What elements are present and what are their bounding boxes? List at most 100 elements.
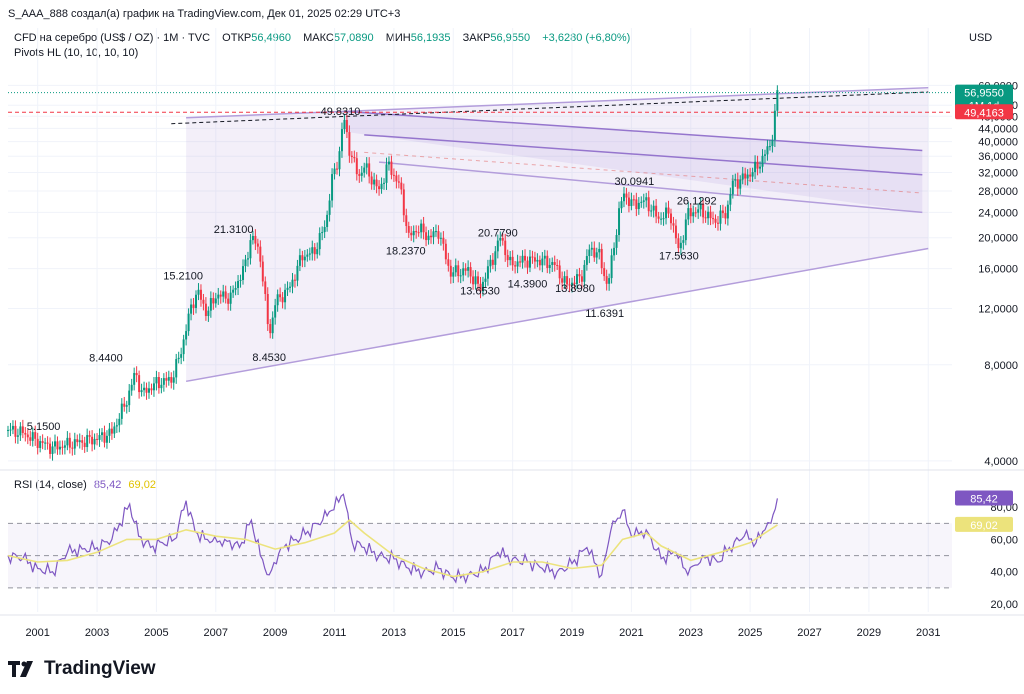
candle-body [375,179,378,187]
time-axis-tick: 2005 [144,627,168,639]
candle-body [108,428,111,436]
price-axis-tick: 36,0000 [978,151,1018,163]
candle-body [360,172,363,176]
candle-body [486,266,489,279]
candle-body [481,281,484,292]
candle-body [150,388,153,391]
candle-body [704,217,707,219]
candle-body [561,278,564,283]
candle-body [494,251,497,265]
pivot-label: 13.6530 [460,286,500,298]
candle-body [627,197,630,207]
candle-body [98,435,101,440]
candle-body [44,442,47,444]
candle-body [224,291,227,299]
candle-body [430,235,433,238]
rsi-legend-value: 85,42 [93,479,122,491]
candle-body [16,435,19,437]
pivot-label: 21.3100 [214,224,254,236]
candle-body [484,278,487,282]
candle-body [39,441,42,448]
candle-body [712,218,715,220]
candle-body [734,179,737,181]
price-axis-tick: 16,0000 [978,264,1018,276]
candle-body [415,230,418,233]
candle-body [81,440,84,443]
rsi-legend[interactable]: RSI (14, close) 85,42 69,02 [14,479,156,491]
candle-body [603,268,606,277]
candle-body [308,253,311,255]
candle-body [761,155,764,167]
candle-body [422,223,425,233]
rsi-axis-tick: 60,00 [990,534,1018,546]
symbol-title[interactable]: CFD на серебро (US$ / OZ) · 1M · TVC [14,32,211,44]
rsi-axis-tick: 20,00 [990,599,1018,611]
pivot-label: 11.6391 [585,308,624,320]
candle-body [321,232,324,234]
candle-body [296,265,299,281]
candle-body [665,207,668,219]
candle-body [640,201,643,203]
candle-body [177,357,180,360]
time-axis-tick: 2001 [25,627,49,639]
candle-body [313,247,316,255]
candle-body [130,384,133,391]
candle-body [536,259,539,262]
rsi-value-tag-bg [955,490,1013,506]
time-axis-tick: 2023 [679,627,703,639]
currency-label[interactable]: USD [969,32,993,44]
candle-body [133,372,136,385]
candle-body [716,222,719,224]
candle-body [323,226,326,233]
candle-body [110,428,113,434]
candle-body [771,139,774,147]
candle-body [148,388,151,393]
candle-body [222,291,225,297]
candle-body [756,161,759,169]
candle-body [31,432,34,441]
candle-body [286,287,289,290]
open-value: 56,4960 [251,32,291,44]
price-axis: 60,000052,000048,000044,000040,000036,00… [978,80,1018,468]
indicator-legend[interactable]: Pivots HL (10, 10, 10, 10) [14,47,139,59]
rsi-pane [7,493,952,589]
down-channel-fill [343,111,923,213]
rsi-legend-label: RSI (14, close) [14,479,87,491]
chart-canvas[interactable]: 5.1500 8.4400 15.2100 21.3100 8.4530 49.8310 1… [0,0,1024,650]
grid-lines [8,28,952,612]
candle-body [293,279,296,281]
candle-body [580,276,583,282]
candle-body [595,252,598,258]
candle-body [86,435,89,448]
candle-body [407,226,410,233]
candle-body [76,439,79,443]
candle-body [754,161,757,173]
candle-body [373,179,376,185]
candle-body [751,172,754,177]
candle-body [709,211,712,219]
pivot-label: 5.1500 [27,421,61,433]
candle-body [195,294,198,308]
candle-body [190,304,193,314]
candle-body [571,282,574,286]
candle-body [343,119,346,130]
candle-body [412,230,415,236]
candle-body [56,441,59,450]
candle-body [768,146,771,148]
candle-body [657,216,660,219]
high-value: 57,0890 [333,32,374,44]
candle-body [123,403,126,407]
candle-body [306,254,309,257]
pivot-label: 26.1292 [677,196,717,208]
open-label: ОТКР [222,32,252,44]
candle-body [370,176,373,185]
red-line-price-tag-value: 49,4163 [964,107,1004,119]
candle-body [326,214,329,227]
candle-body [464,268,467,271]
candle-body [425,232,428,241]
candle-body [531,256,534,258]
candle-body [209,298,212,311]
candle-body [199,289,202,300]
candle-body [439,237,442,239]
symbol-info-line: CFD на серебро (US$ / OZ) · 1M · TVC ОТК… [14,32,630,44]
